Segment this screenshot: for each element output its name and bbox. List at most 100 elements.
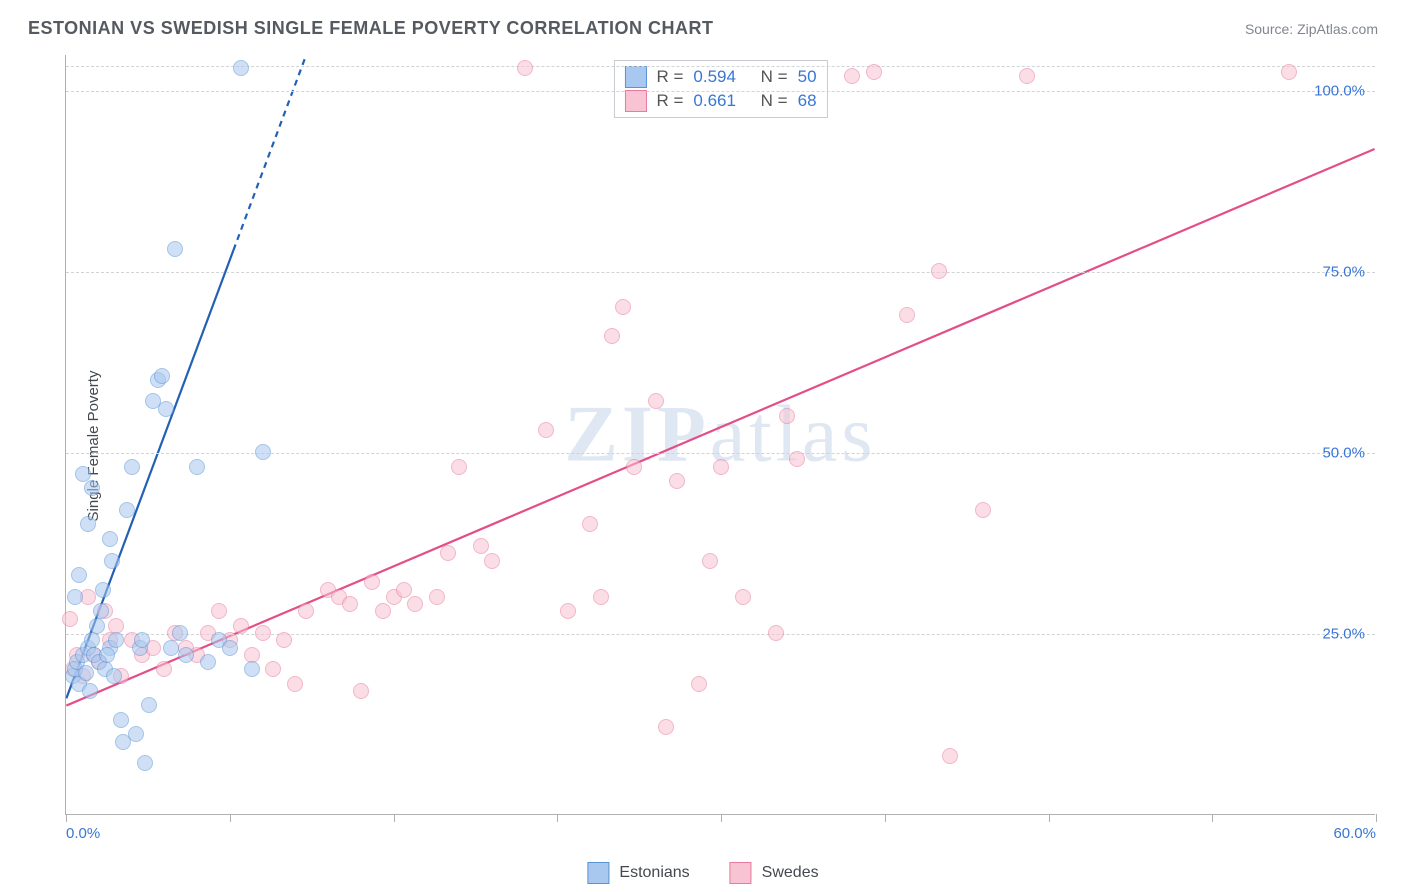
x-tick	[66, 814, 67, 822]
data-point-swedes	[396, 582, 412, 598]
x-tick	[721, 814, 722, 822]
gridline-h	[66, 272, 1375, 273]
data-point-swedes	[364, 574, 380, 590]
x-tick-label: 60.0%	[1333, 825, 1376, 842]
chart-source: Source: ZipAtlas.com	[1245, 21, 1378, 37]
data-point-swedes	[789, 451, 805, 467]
x-tick-label: 0.0%	[66, 825, 100, 842]
y-tick-label: 75.0%	[1322, 264, 1365, 281]
r-value-swedes: 0.661	[693, 91, 736, 111]
data-point-estonians	[189, 459, 205, 475]
swatch-swedes-icon	[624, 90, 646, 112]
y-tick-label: 50.0%	[1322, 445, 1365, 462]
legend-bottom: Estonians Swedes	[587, 862, 818, 884]
n-label: N =	[761, 91, 788, 111]
gridline-h	[66, 66, 1375, 67]
legend-label-swedes: Swedes	[762, 864, 819, 882]
data-point-estonians	[158, 401, 174, 417]
x-tick	[1049, 814, 1050, 822]
data-point-estonians	[102, 531, 118, 547]
legend-stats-row-swedes: R = 0.661 N = 68	[624, 89, 816, 113]
data-point-estonians	[89, 618, 105, 634]
data-point-swedes	[779, 408, 795, 424]
data-point-swedes	[353, 683, 369, 699]
data-point-swedes	[866, 64, 882, 80]
data-point-estonians	[154, 368, 170, 384]
data-point-swedes	[473, 538, 489, 554]
data-point-estonians	[113, 712, 129, 728]
r-value-estonians: 0.594	[693, 67, 736, 87]
legend-stats-row-estonians: R = 0.594 N = 50	[624, 65, 816, 89]
data-point-estonians	[172, 625, 188, 641]
r-label: R =	[656, 67, 683, 87]
data-point-estonians	[163, 640, 179, 656]
data-point-swedes	[211, 603, 227, 619]
data-point-swedes	[713, 459, 729, 475]
data-point-swedes	[287, 676, 303, 692]
data-point-swedes	[407, 596, 423, 612]
data-point-estonians	[233, 60, 249, 76]
data-point-swedes	[265, 661, 281, 677]
data-point-swedes	[669, 473, 685, 489]
data-point-swedes	[1281, 64, 1297, 80]
x-tick	[885, 814, 886, 822]
data-point-estonians	[82, 683, 98, 699]
data-point-swedes	[1019, 68, 1035, 84]
trend-lines-layer	[66, 55, 1375, 814]
data-point-estonians	[104, 553, 120, 569]
data-point-estonians	[99, 647, 115, 663]
x-tick	[557, 814, 558, 822]
data-point-swedes	[899, 307, 915, 323]
data-point-swedes	[538, 422, 554, 438]
chart-plot-area: ZIPatlas R = 0.594 N = 50 R = 0.661 N = …	[65, 55, 1375, 815]
x-tick	[394, 814, 395, 822]
data-point-estonians	[167, 241, 183, 257]
x-tick	[230, 814, 231, 822]
data-point-swedes	[233, 618, 249, 634]
data-point-estonians	[200, 654, 216, 670]
r-label: R =	[656, 91, 683, 111]
data-point-estonians	[75, 466, 91, 482]
legend-item-swedes: Swedes	[730, 862, 819, 884]
data-point-swedes	[604, 328, 620, 344]
gridline-h	[66, 91, 1375, 92]
data-point-swedes	[658, 719, 674, 735]
data-point-swedes	[62, 611, 78, 627]
data-point-estonians	[255, 444, 271, 460]
data-point-estonians	[119, 502, 135, 518]
data-point-estonians	[80, 516, 96, 532]
data-point-swedes	[582, 516, 598, 532]
data-point-swedes	[931, 263, 947, 279]
data-point-estonians	[128, 726, 144, 742]
swatch-estonians-icon	[587, 862, 609, 884]
data-point-estonians	[106, 668, 122, 684]
data-point-swedes	[276, 632, 292, 648]
data-point-swedes	[702, 553, 718, 569]
data-point-swedes	[975, 502, 991, 518]
data-point-estonians	[93, 603, 109, 619]
swatch-swedes-icon	[730, 862, 752, 884]
y-tick-label: 25.0%	[1322, 626, 1365, 643]
data-point-swedes	[255, 625, 271, 641]
swatch-estonians-icon	[624, 66, 646, 88]
data-point-swedes	[768, 625, 784, 641]
y-tick-label: 100.0%	[1314, 83, 1365, 100]
data-point-swedes	[648, 393, 664, 409]
data-point-estonians	[244, 661, 260, 677]
data-point-swedes	[942, 748, 958, 764]
data-point-swedes	[517, 60, 533, 76]
data-point-swedes	[615, 299, 631, 315]
n-value-swedes: 68	[798, 91, 817, 111]
data-point-estonians	[134, 632, 150, 648]
data-point-estonians	[108, 632, 124, 648]
data-point-swedes	[440, 545, 456, 561]
legend-stats-box: R = 0.594 N = 50 R = 0.661 N = 68	[613, 60, 827, 118]
legend-label-estonians: Estonians	[619, 864, 689, 882]
n-label: N =	[761, 67, 788, 87]
data-point-estonians	[124, 459, 140, 475]
data-point-swedes	[626, 459, 642, 475]
data-point-estonians	[78, 665, 94, 681]
x-tick	[1376, 814, 1377, 822]
data-point-swedes	[156, 661, 172, 677]
x-tick	[1212, 814, 1213, 822]
